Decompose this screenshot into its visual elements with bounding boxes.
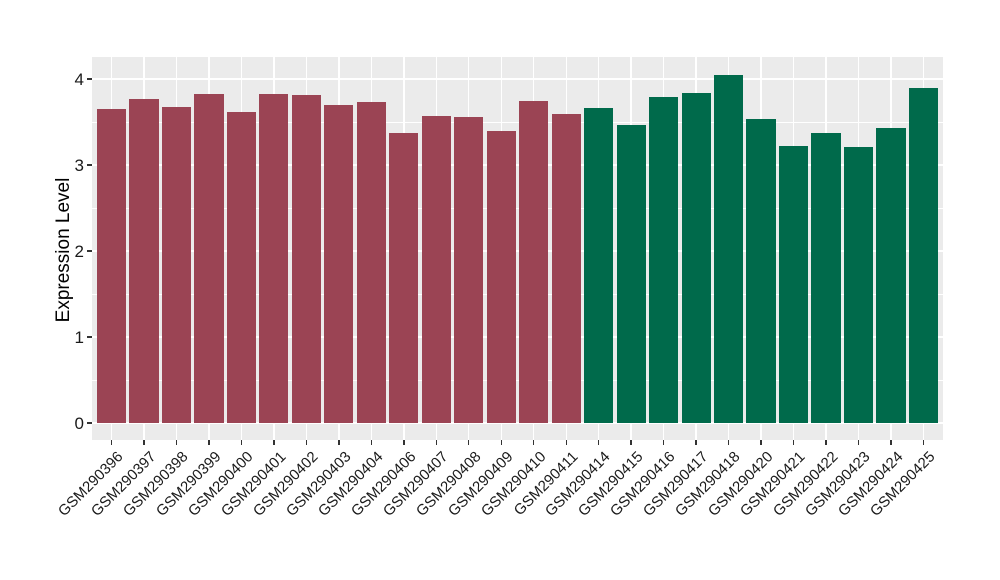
bar — [908, 88, 939, 423]
x-tick-mark — [338, 440, 340, 445]
bar — [129, 98, 159, 423]
bar — [551, 114, 581, 423]
bar — [778, 146, 809, 423]
y-tick-label: 3 — [74, 155, 84, 175]
y-tick-mark — [87, 78, 92, 80]
x-tick-mark — [273, 440, 275, 445]
bar — [519, 100, 549, 423]
x-tick-mark — [533, 440, 535, 445]
y-tick-label: 4 — [74, 69, 84, 89]
x-tick-mark — [240, 440, 243, 445]
x-tick-mark — [598, 440, 600, 445]
x-tick-mark — [760, 440, 762, 445]
bar — [324, 104, 354, 423]
bar — [486, 130, 516, 423]
bar — [194, 93, 224, 423]
x-tick-mark — [175, 440, 178, 445]
x-tick-mark — [435, 440, 437, 445]
bar — [746, 118, 776, 423]
x-tick-mark — [305, 440, 308, 445]
bar — [649, 97, 679, 423]
x-tick-mark — [727, 440, 730, 445]
y-tick-mark — [87, 336, 92, 338]
bar — [421, 115, 451, 423]
bar — [811, 133, 841, 423]
bar — [714, 74, 744, 423]
bar — [843, 146, 874, 423]
y-tick-mark — [87, 422, 92, 424]
x-tick-mark — [468, 440, 470, 445]
bar — [96, 109, 127, 423]
x-tick-mark — [662, 440, 665, 445]
x-tick-mark — [857, 440, 860, 445]
y-tick-mark — [87, 164, 92, 166]
x-tick-mark — [630, 440, 632, 445]
bar — [389, 133, 419, 423]
bar — [259, 93, 289, 423]
minor-gridline — [92, 207, 943, 209]
major-gridline — [92, 78, 943, 80]
y-tick-mark — [87, 250, 92, 252]
x-tick-mark — [792, 440, 795, 445]
y-tick-label: 0 — [74, 413, 84, 433]
bar — [161, 106, 192, 423]
major-gridline — [92, 164, 943, 166]
x-tick-mark — [500, 440, 502, 445]
bar — [616, 125, 646, 423]
x-tick-mark — [825, 440, 827, 445]
minor-gridline — [92, 293, 943, 295]
major-gridline — [92, 336, 943, 338]
minor-gridline — [92, 121, 943, 123]
x-tick-mark — [403, 440, 405, 445]
x-tick-mark — [695, 440, 697, 445]
x-tick-mark — [922, 440, 925, 445]
minor-gridline — [92, 379, 943, 381]
bar — [876, 128, 906, 423]
plot-panel — [92, 57, 943, 440]
x-tick-mark — [208, 440, 210, 445]
bar — [291, 95, 321, 423]
bar — [584, 108, 614, 423]
y-tick-label: 2 — [74, 241, 84, 261]
y-tick-label: 1 — [74, 327, 84, 347]
x-tick-mark — [110, 440, 113, 445]
bar — [226, 111, 256, 423]
x-tick-mark — [143, 440, 145, 445]
x-tick-mark — [565, 440, 567, 445]
major-gridline — [92, 250, 943, 252]
x-tick-mark — [370, 440, 373, 445]
major-gridline — [92, 422, 943, 424]
bar — [356, 102, 386, 423]
x-tick-mark — [890, 440, 892, 445]
bar — [681, 92, 711, 423]
bar — [454, 116, 484, 423]
